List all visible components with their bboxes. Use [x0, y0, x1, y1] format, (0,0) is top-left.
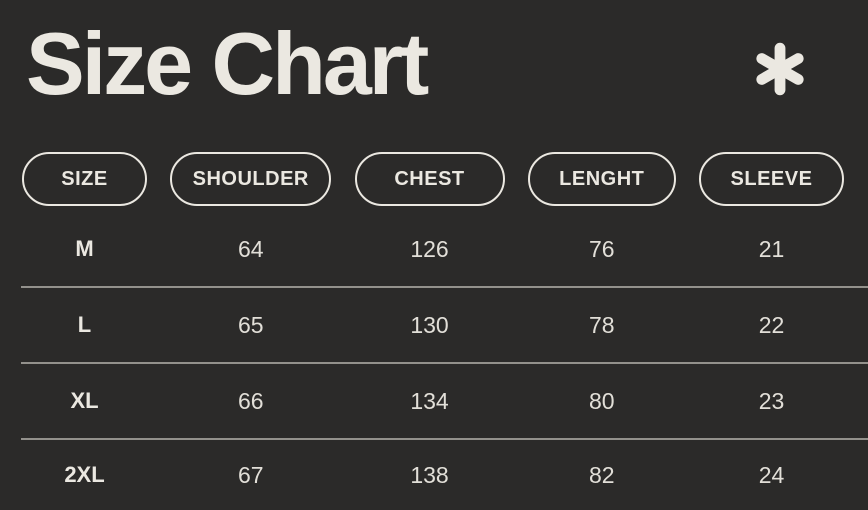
cell-chest: 126	[410, 235, 449, 262]
column-header-shoulder: SHOULDER	[170, 152, 332, 206]
table-row: L 65 130 78 22	[0, 288, 868, 362]
cell-size: 2XL	[64, 462, 105, 487]
table-row: M 64 126 76 21	[0, 212, 868, 286]
column-header-chest: CHEST	[354, 152, 505, 206]
cell-shoulder: 67	[237, 461, 264, 488]
size-table: M 64 126 76 21 L 65 130 78 22 XL 66 134 …	[0, 212, 868, 510]
column-header-row: SIZE SHOULDER CHEST LENGHT SLEEVE	[0, 152, 868, 206]
asterisk-icon	[756, 42, 804, 96]
cell-lenght: 78	[588, 311, 615, 338]
row-divider	[21, 286, 868, 288]
cell-shoulder: 66	[237, 387, 264, 414]
cell-lenght: 82	[588, 461, 615, 488]
cell-chest: 138	[410, 461, 449, 488]
header: Size Chart	[0, 0, 868, 112]
cell-size: XL	[70, 388, 99, 413]
cell-chest: 130	[410, 311, 449, 338]
row-divider	[21, 438, 868, 440]
cell-sleeve: 23	[758, 387, 785, 414]
cell-chest: 134	[410, 387, 449, 414]
cell-shoulder: 65	[237, 311, 264, 338]
column-header-size: SIZE	[22, 152, 147, 206]
row-divider	[21, 362, 868, 364]
column-header-lenght: LENGHT	[527, 152, 676, 206]
cell-lenght: 80	[588, 387, 615, 414]
cell-lenght: 76	[588, 235, 615, 262]
table-row: 2XL 67 138 82 24	[0, 440, 868, 510]
cell-sleeve: 24	[758, 461, 785, 488]
column-header-sleeve: SLEEVE	[699, 152, 844, 206]
table-row: XL 66 134 80 23	[0, 364, 868, 438]
page-title: Size Chart	[26, 14, 429, 113]
cell-sleeve: 21	[758, 235, 785, 262]
cell-sleeve: 22	[758, 311, 785, 338]
cell-size: L	[77, 312, 92, 337]
cell-shoulder: 64	[237, 235, 264, 262]
cell-size: M	[75, 236, 94, 261]
